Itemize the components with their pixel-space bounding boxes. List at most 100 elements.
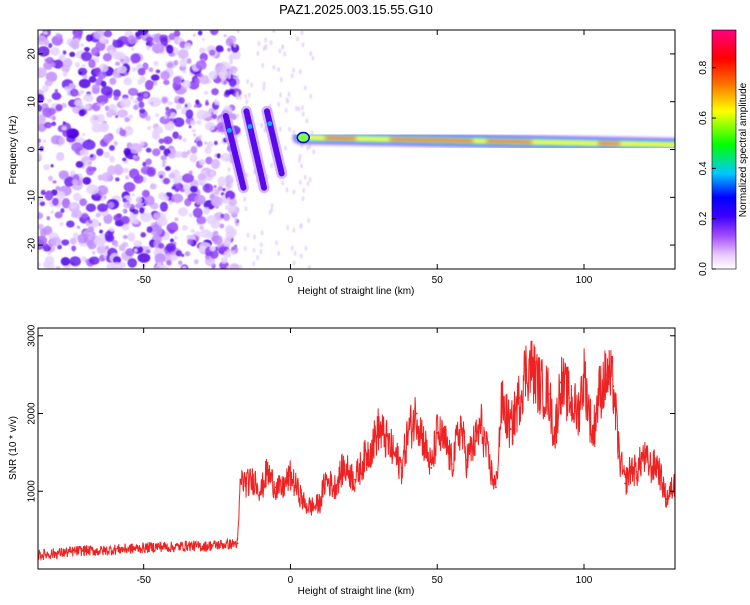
noise-blob bbox=[216, 63, 223, 71]
noise-speck bbox=[277, 102, 280, 107]
noise-blob bbox=[55, 89, 58, 92]
noise-blob bbox=[43, 31, 48, 35]
noise-blob bbox=[148, 97, 161, 107]
noise-speck bbox=[263, 82, 266, 87]
noise-blob bbox=[165, 166, 171, 171]
noise-speck bbox=[275, 241, 278, 246]
noise-speck bbox=[260, 242, 263, 247]
noise-blob bbox=[77, 226, 80, 229]
noise-blob bbox=[86, 166, 95, 176]
noise-speck bbox=[244, 246, 247, 251]
noise-blob bbox=[171, 193, 183, 203]
noise-blob bbox=[122, 168, 128, 173]
noise-blob bbox=[170, 112, 176, 118]
noise-speck bbox=[298, 107, 301, 112]
noise-blob bbox=[109, 78, 116, 85]
snr-point bbox=[430, 467, 432, 469]
noise-blob bbox=[97, 72, 106, 80]
spectrogram-x-tick-label: 0 bbox=[288, 275, 294, 286]
noise-blob bbox=[105, 235, 114, 243]
noise-blob bbox=[146, 249, 151, 253]
noise-blob bbox=[155, 253, 166, 263]
noise-speck bbox=[229, 70, 232, 75]
noise-blob bbox=[83, 94, 93, 102]
noise-speck bbox=[302, 42, 305, 47]
narrowband-peak-segment bbox=[490, 141, 528, 142]
spectrogram-x-axis-label: Height of straight line (km) bbox=[298, 286, 415, 297]
noise-blob bbox=[227, 187, 230, 190]
noise-speck bbox=[248, 93, 251, 98]
noise-blob bbox=[117, 66, 127, 74]
snr-point bbox=[510, 428, 512, 430]
noise-blob bbox=[214, 141, 218, 145]
noise-speck bbox=[300, 254, 303, 259]
noise-blob bbox=[51, 164, 54, 167]
noise-blob bbox=[194, 104, 197, 108]
noise-blob bbox=[53, 180, 57, 183]
noise-blob bbox=[121, 216, 130, 224]
noise-blob bbox=[47, 216, 50, 220]
noise-speck bbox=[292, 189, 295, 194]
snr-point bbox=[313, 506, 315, 508]
snr-point bbox=[642, 455, 644, 457]
snr-point bbox=[530, 366, 532, 368]
snr-point bbox=[598, 393, 600, 395]
noise-blob bbox=[213, 235, 223, 245]
noise-speck bbox=[252, 261, 255, 266]
noise-speck bbox=[236, 92, 239, 97]
noise-blob bbox=[51, 121, 56, 126]
snr-point bbox=[577, 413, 579, 415]
noise-blob bbox=[152, 133, 160, 140]
snr-point bbox=[445, 444, 447, 446]
noise-blob bbox=[122, 242, 128, 247]
noise-blob bbox=[82, 133, 85, 136]
noise-blob bbox=[166, 260, 171, 265]
noise-blob bbox=[224, 34, 227, 37]
noise-blob bbox=[87, 226, 94, 232]
noise-blob bbox=[203, 207, 210, 215]
noise-blob bbox=[187, 58, 192, 64]
noise-blob bbox=[166, 45, 174, 54]
colorbar-label: Normalized spectral amplitude bbox=[738, 82, 749, 217]
snr-point bbox=[348, 471, 350, 473]
noise-blob bbox=[145, 80, 154, 90]
noise-blob bbox=[69, 256, 81, 266]
snr-point bbox=[275, 486, 277, 488]
snr-point bbox=[266, 471, 268, 473]
snr-point bbox=[325, 479, 327, 481]
noise-blob bbox=[61, 239, 69, 245]
noise-blob bbox=[52, 116, 56, 120]
noise-blob bbox=[198, 30, 203, 35]
noise-blob bbox=[190, 154, 198, 163]
noise-speck bbox=[228, 167, 231, 172]
snr-point bbox=[216, 544, 218, 546]
noise-blob bbox=[79, 90, 85, 95]
noise-blob bbox=[56, 154, 64, 161]
noise-blob bbox=[35, 154, 43, 160]
noise-blob bbox=[174, 217, 179, 221]
noise-blob bbox=[101, 197, 105, 202]
noise-blob bbox=[159, 175, 163, 179]
noise-speck bbox=[230, 183, 233, 188]
noise-blob bbox=[218, 186, 223, 191]
noise-blob bbox=[140, 76, 146, 83]
noise-blob bbox=[169, 201, 173, 205]
snr-plot-area bbox=[38, 328, 675, 569]
noise-blob bbox=[158, 192, 167, 200]
noise-speck bbox=[293, 260, 296, 265]
noise-blob bbox=[194, 77, 200, 85]
noise-speck bbox=[256, 255, 259, 260]
noise-speck bbox=[233, 42, 236, 47]
noise-blob bbox=[180, 58, 188, 67]
snr-point bbox=[383, 436, 385, 438]
noise-blob bbox=[158, 243, 164, 249]
snr-point bbox=[607, 374, 609, 376]
noise-blob bbox=[97, 103, 100, 106]
noise-speck bbox=[309, 177, 312, 182]
noise-blob bbox=[40, 228, 47, 236]
noise-blob bbox=[199, 47, 206, 53]
noise-speck bbox=[305, 119, 308, 124]
noise-blob bbox=[46, 57, 54, 64]
colorbar-tick-label: 0.8 bbox=[698, 60, 709, 74]
noise-blob bbox=[133, 105, 138, 110]
